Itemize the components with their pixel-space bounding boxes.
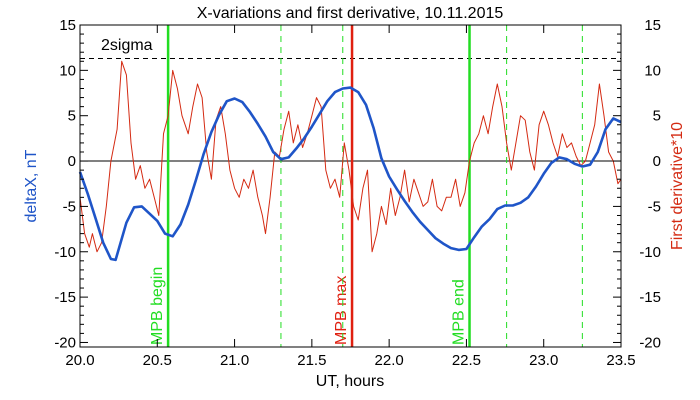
y-axis-label-right: First derivative*10 <box>669 122 686 250</box>
y-tick-label-right: -20 <box>639 334 661 351</box>
y-axis-label-left: deltaX, nT <box>23 149 40 222</box>
axis-ticks: 20.0 20.5 21.0 21.5 22.0 22.5 23.0 23.5-20 -20-1… <box>54 17 661 369</box>
y-tick-label-left: 5 <box>68 108 76 125</box>
y-tick-label-right: -10 <box>639 244 661 261</box>
x-tick-label: 22.0 <box>375 352 404 369</box>
y-tick-label-right: 0 <box>653 153 661 170</box>
y-tick-label-right: 10 <box>644 62 661 79</box>
y-tick-label-left: 15 <box>59 17 76 34</box>
chart-title: X-variations and first derivative, 10.11… <box>197 5 504 22</box>
derivative-line <box>79 60 622 253</box>
y-tick-label-left: 10 <box>59 62 76 79</box>
series-lines <box>78 60 622 262</box>
marker-label: MPB begin <box>149 267 166 345</box>
x-tick-label: 21.5 <box>297 352 326 369</box>
marker-label: MPB end <box>451 279 468 345</box>
deltaX-line <box>78 86 622 262</box>
plot-area <box>80 58 621 162</box>
y-tick-label-right: -5 <box>648 198 661 215</box>
x-tick-label: 20.0 <box>65 352 94 369</box>
y-tick-label-right: -15 <box>639 289 661 306</box>
x-tick-label: 22.5 <box>452 352 481 369</box>
y-tick-label-left: -5 <box>63 198 76 215</box>
plot-frame <box>79 24 622 348</box>
y-tick-label-left: 0 <box>68 153 76 170</box>
x-axis-label: UT, hours <box>316 373 384 390</box>
marker-label: MPB max <box>333 276 350 345</box>
x-tick-label: 20.5 <box>143 352 172 369</box>
y-tick-label-right: 15 <box>644 17 661 34</box>
x-tick-label: 23.5 <box>606 352 635 369</box>
threshold-label: 2sigma <box>101 37 153 54</box>
y-tick-label-right: 5 <box>653 108 661 125</box>
marker-lines: MPB begin MPB max MPB end <box>149 25 583 347</box>
x-tick-label: 23.0 <box>529 352 558 369</box>
y-tick-label-left: -10 <box>54 244 76 261</box>
y-tick-label-left: -20 <box>54 334 76 351</box>
x-tick-label: 21.0 <box>220 352 249 369</box>
y-tick-label-left: -15 <box>54 289 76 306</box>
